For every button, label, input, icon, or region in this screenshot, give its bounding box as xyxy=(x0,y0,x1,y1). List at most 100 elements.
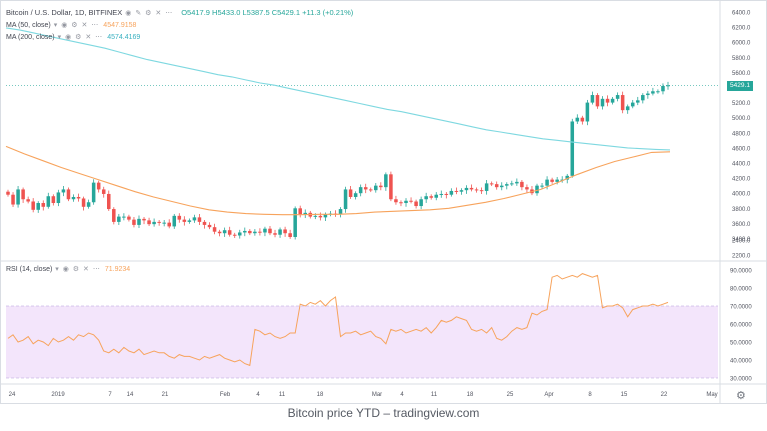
candle-body xyxy=(313,215,318,217)
candle-body xyxy=(51,196,56,204)
ma200-value: 4574.4169 xyxy=(107,33,141,41)
eye-icon[interactable]: ◉ ✎ ⚙ ✕ ⋯ xyxy=(125,9,174,17)
candle-body xyxy=(283,229,287,234)
candle-body xyxy=(575,117,580,122)
candle-body xyxy=(489,183,494,185)
candle-body xyxy=(192,217,197,221)
price-tick-label: 5200.0 xyxy=(732,101,751,107)
candle-body xyxy=(86,202,91,207)
time-tick-label: 7 xyxy=(108,392,112,398)
settings-gear-icon[interactable]: ⚙ xyxy=(736,390,746,402)
candle-body xyxy=(565,175,569,180)
candle-body xyxy=(379,185,383,188)
rsi-tick-label: 70.0000 xyxy=(730,305,752,311)
candle-body xyxy=(127,216,131,220)
time-tick-label: Apr xyxy=(544,392,553,398)
price-tick-label: 4400.0 xyxy=(732,162,751,168)
candle-body xyxy=(243,230,247,233)
candle-body xyxy=(76,196,81,199)
candle-body xyxy=(444,193,449,195)
rsi-label: RSI (14, close) xyxy=(6,265,53,273)
candle-body xyxy=(605,98,610,103)
candle-body xyxy=(61,189,66,193)
candle-body xyxy=(91,182,96,203)
candle-body xyxy=(459,190,464,192)
ma50-settings-icon[interactable]: ▾ ◉ ⚙ ✕ ⋯ xyxy=(53,22,100,29)
price-tick-label: 5600.0 xyxy=(732,71,751,77)
candle-body xyxy=(177,215,182,220)
candle-body xyxy=(212,227,217,232)
candle-body xyxy=(36,203,40,210)
candle-body xyxy=(353,193,358,197)
candle-body xyxy=(11,194,15,205)
ma200-legend: MA (200, close) ▾ ◉ ⚙ ✕ ⋯ 4574.4169 xyxy=(6,33,141,42)
price-tick-label: 4200.0 xyxy=(732,177,751,183)
symbol-title: Bitcoin / U.S. Dollar, 1D, BITFINEX xyxy=(6,8,123,17)
candle-body xyxy=(293,208,297,237)
rsi-settings-icon[interactable]: ▾ ◉ ⚙ ✕ ⋯ xyxy=(55,266,101,273)
ma200-label: MA (200, close) xyxy=(6,33,55,41)
rsi-band xyxy=(6,306,718,378)
candle-body xyxy=(56,192,61,204)
time-tick-label: 22 xyxy=(661,392,668,398)
time-tick-label: Feb xyxy=(220,392,231,398)
candle-body xyxy=(142,218,146,221)
candle-body xyxy=(570,121,575,176)
price-tick-label: 2200.0 xyxy=(732,254,751,260)
rsi-line xyxy=(7,273,669,367)
candle-body xyxy=(107,193,111,210)
price-tick-label: 6400.0 xyxy=(732,11,751,17)
candle-body xyxy=(298,208,302,215)
candle-body xyxy=(81,198,86,207)
price-tick-label: 5000.0 xyxy=(732,116,751,122)
candle-body xyxy=(26,199,30,202)
time-tick-label: 18 xyxy=(317,392,324,398)
candle-body xyxy=(101,189,106,194)
candle-body xyxy=(615,95,620,99)
ma200-settings-icon[interactable]: ▾ ◉ ⚙ ✕ ⋯ xyxy=(57,34,104,41)
candle-body xyxy=(409,200,413,202)
candle-body xyxy=(66,189,71,200)
chart-caption: Bitcoin price YTD – tradingview.com xyxy=(287,406,480,420)
time-tick-label: 18 xyxy=(467,392,474,398)
price-tick-label: 3400.0 xyxy=(732,237,751,243)
candle-body xyxy=(479,190,484,192)
candle-body xyxy=(595,95,600,107)
chart-svg[interactable]: 6400.06200.06000.05800.05600.05400.05200… xyxy=(0,0,767,404)
candle-body xyxy=(555,179,559,182)
candle-body xyxy=(630,102,635,107)
time-tick-label: 24 xyxy=(9,392,16,398)
candle-body xyxy=(474,189,479,191)
candle-body xyxy=(399,202,403,204)
candle-body xyxy=(646,93,650,96)
candle-body xyxy=(137,218,141,225)
ma50-value: 4547.9158 xyxy=(103,21,137,29)
price-tick-label: 3800.0 xyxy=(732,207,751,213)
candle-body xyxy=(666,85,670,87)
time-tick-label: 25 xyxy=(507,392,514,398)
price-tick-label: 2400.0 xyxy=(732,239,751,245)
candle-body xyxy=(152,221,156,225)
time-tick-label: 14 xyxy=(127,392,134,398)
candle-body xyxy=(585,102,590,122)
candle-body xyxy=(273,233,277,235)
candle-body xyxy=(227,230,232,235)
candle-body xyxy=(560,179,564,181)
time-tick-label: 4 xyxy=(256,392,260,398)
candle-body xyxy=(439,193,444,195)
price-tick-label: 6200.0 xyxy=(732,26,751,32)
time-tick-label: Mar xyxy=(372,392,382,398)
candle-body xyxy=(484,183,489,191)
rsi-tick-label: 60.0000 xyxy=(730,323,752,329)
candle-body xyxy=(207,224,212,228)
time-tick-label: 21 xyxy=(162,392,169,398)
candle-body xyxy=(167,222,171,227)
ma50-legend: MA (50, close) ▾ ◉ ⚙ ✕ ⋯ 4547.9158 xyxy=(6,21,137,30)
candle-body xyxy=(394,199,398,203)
candle-body xyxy=(222,230,227,234)
candle-body xyxy=(656,91,660,93)
candle-body xyxy=(419,199,423,207)
candle-body xyxy=(197,217,202,222)
candle-body xyxy=(348,189,353,197)
price-tick-label: 3600.0 xyxy=(732,222,751,228)
